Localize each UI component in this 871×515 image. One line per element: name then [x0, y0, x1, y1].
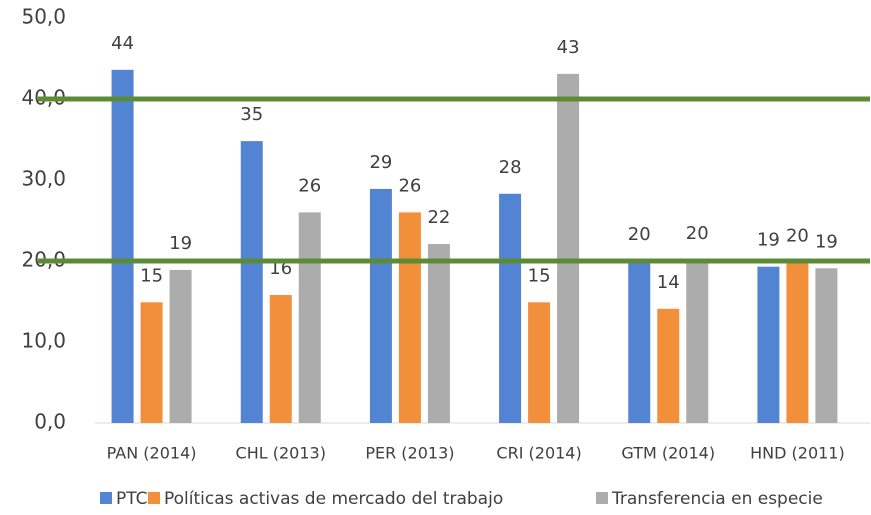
- data-label: 22: [427, 207, 450, 228]
- data-label: 15: [140, 265, 163, 286]
- legend-label: Políticas activas de mercado del trabajo: [164, 489, 503, 509]
- bar: [269, 295, 292, 423]
- x-tick-label: PAN (2014): [107, 444, 197, 463]
- legend-swatch: [148, 492, 160, 504]
- bar: [686, 260, 709, 423]
- data-label: 19: [169, 233, 192, 254]
- bar: [140, 302, 163, 423]
- legend-swatch: [596, 492, 608, 504]
- data-label: 26: [298, 175, 321, 196]
- data-label: 15: [528, 265, 551, 286]
- x-tick-label: GTM (2014): [621, 444, 715, 463]
- y-tick-label: 0,0: [34, 410, 66, 434]
- legend-label: Transferencia en especie: [611, 489, 823, 509]
- data-label: 20: [786, 226, 809, 247]
- data-label: 20: [628, 224, 651, 245]
- bar: [427, 243, 450, 423]
- data-label: 43: [557, 37, 580, 58]
- data-label: 14: [657, 272, 680, 293]
- y-tick-label: 50,0: [21, 5, 66, 29]
- bar: [786, 262, 809, 423]
- data-label: 35: [240, 104, 263, 125]
- bar: [657, 308, 680, 423]
- bar: [111, 69, 134, 423]
- bar: [557, 73, 580, 423]
- bar: [398, 212, 421, 423]
- legend-swatch: [100, 492, 112, 504]
- bar: [528, 302, 551, 423]
- bar: [298, 212, 321, 423]
- data-label: 44: [111, 33, 134, 54]
- bar: [169, 269, 192, 423]
- data-label: 20: [686, 223, 709, 244]
- y-tick-label: 10,0: [21, 329, 66, 353]
- bar: [369, 188, 392, 423]
- data-label: 28: [499, 157, 522, 178]
- bar: [757, 266, 780, 423]
- legend-label: PTC: [116, 489, 148, 509]
- bar: [815, 268, 838, 423]
- x-tick-label: CHL (2013): [236, 444, 326, 463]
- x-tick-label: PER (2013): [365, 444, 454, 463]
- bar: [499, 193, 522, 423]
- x-tick-label: CRI (2014): [496, 444, 581, 463]
- x-tick-label: HND (2011): [750, 444, 845, 463]
- data-label: 29: [369, 152, 392, 173]
- data-label: 19: [815, 231, 838, 252]
- bar: [628, 261, 651, 423]
- data-label: 19: [757, 230, 780, 251]
- data-label: 26: [398, 175, 421, 196]
- bar: [240, 141, 263, 423]
- y-tick-label: 30,0: [21, 167, 66, 191]
